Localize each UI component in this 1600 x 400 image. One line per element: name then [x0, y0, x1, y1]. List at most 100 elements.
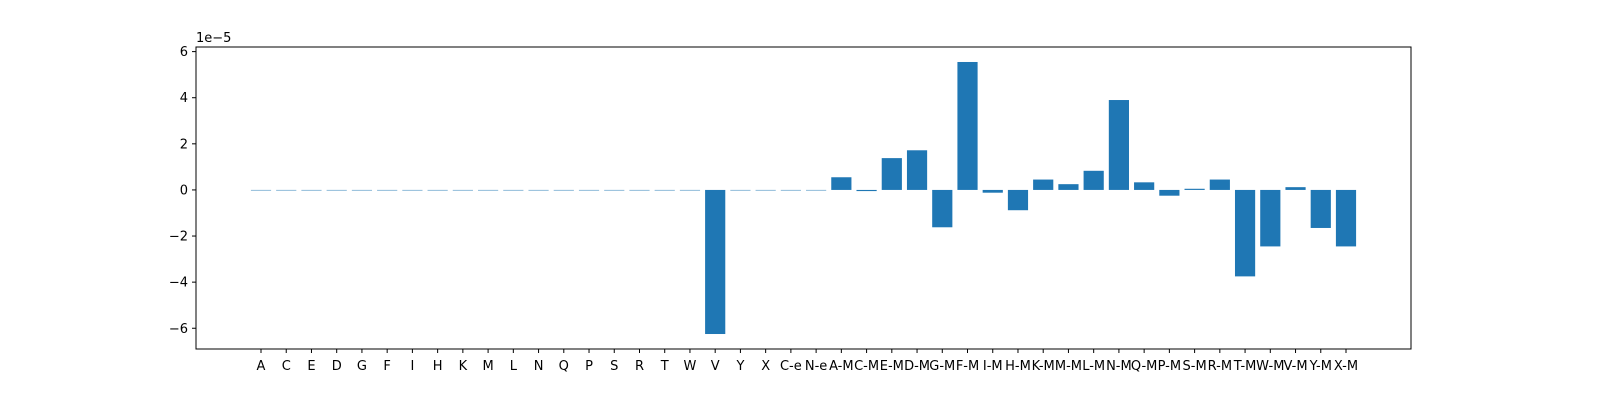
- bar-E: [301, 189, 322, 191]
- x-tick-label: V-M: [1284, 359, 1308, 374]
- bar-M-M: [1058, 184, 1079, 190]
- bar-T-M: [1234, 189, 1256, 277]
- bar-G: [351, 189, 373, 191]
- x-tick-label: A: [257, 359, 266, 374]
- y-axis-offset-label: 1e−5: [196, 31, 231, 46]
- bar-D-M: [906, 150, 928, 190]
- x-tick-label: T-M: [1233, 359, 1257, 374]
- x-tick-label: N-e: [805, 359, 827, 374]
- bar-D: [326, 189, 347, 191]
- bar-L: [503, 189, 524, 191]
- x-tick-label: C: [282, 359, 291, 374]
- x-tick-label: R-M: [1208, 359, 1232, 374]
- bar-I: [402, 189, 423, 191]
- x-tick-label: A-M: [829, 359, 854, 374]
- bar-S-M: [1184, 188, 1205, 190]
- x-axis-ticks: A C E D G F I H K M L N Q P S R T W V Y X C-e N-e A-M C-M E-M D-M G…: [257, 349, 1358, 374]
- bar-A: [250, 189, 272, 191]
- x-tick-label: M: [482, 359, 493, 374]
- x-tick-label: X: [761, 359, 770, 374]
- y-axis-ticks: −6 −4 −2 0 2 4 6: [169, 45, 196, 337]
- x-tick-label: D-M: [904, 359, 930, 374]
- y-tick-label: 4: [180, 91, 188, 106]
- bar-S: [604, 189, 625, 191]
- bar-C: [276, 189, 297, 191]
- x-tick-label: G: [357, 359, 367, 374]
- bar-C-M: [856, 189, 877, 192]
- bar-P-M: [1159, 189, 1180, 196]
- y-tick-label: 0: [180, 183, 188, 198]
- bar-Q: [553, 189, 574, 191]
- x-tick-label: M-M: [1055, 359, 1082, 374]
- x-tick-label: D: [332, 359, 342, 374]
- y-tick-label: 6: [180, 45, 188, 60]
- x-tick-label: K: [459, 359, 468, 374]
- x-tick-label: F: [383, 359, 390, 374]
- x-tick-label: R: [635, 359, 644, 374]
- x-tick-label: I: [410, 359, 414, 374]
- x-tick-label: P-M: [1158, 359, 1181, 374]
- bar-N-M: [1108, 100, 1129, 190]
- x-tick-label: H-M: [1005, 359, 1031, 374]
- x-tick-label: W: [684, 359, 697, 374]
- bar-V: [705, 189, 726, 335]
- bar-G-M: [932, 189, 953, 228]
- x-tick-label: Y-M: [1309, 359, 1332, 374]
- bar-M: [478, 189, 499, 191]
- bar-N-e: [806, 189, 827, 191]
- bar-P: [578, 189, 600, 191]
- x-tick-label: K-M: [1032, 359, 1055, 374]
- x-tick-label: Q: [559, 359, 569, 374]
- bar-H-M: [1007, 189, 1029, 211]
- bar-V-M: [1285, 187, 1306, 190]
- x-tick-label: F-M: [956, 359, 979, 374]
- x-tick-label: V: [711, 359, 720, 374]
- bar-T: [654, 189, 675, 191]
- y-tick-label: −4: [169, 276, 188, 291]
- bars-group: [250, 61, 1357, 335]
- x-tick-label: N: [534, 359, 544, 374]
- y-tick-label: −2: [169, 230, 188, 245]
- plot-frame: [195, 46, 1412, 350]
- x-tick-label: Q-M: [1131, 359, 1158, 374]
- bar-Y-M: [1310, 189, 1331, 228]
- x-tick-label: Y: [735, 359, 744, 374]
- x-tick-label: G-M: [929, 359, 955, 374]
- x-tick-label: S: [610, 359, 618, 374]
- x-tick-label: X-M: [1334, 359, 1358, 374]
- bar-R-M: [1209, 179, 1230, 190]
- x-tick-label: W-M: [1256, 359, 1284, 374]
- x-tick-label: I-M: [983, 359, 1003, 374]
- bar-C-e: [780, 189, 801, 191]
- bar-K: [452, 189, 473, 191]
- bar-W-M: [1260, 189, 1281, 247]
- bar-Y: [730, 189, 751, 191]
- x-tick-label: N-M: [1106, 359, 1132, 374]
- bar-A-M: [831, 177, 852, 190]
- y-tick-label: −6: [169, 322, 188, 337]
- x-tick-label: E: [307, 359, 315, 374]
- bar-F-M: [957, 61, 978, 190]
- bar-Q-M: [1134, 182, 1155, 190]
- x-tick-label: P: [585, 359, 593, 374]
- x-tick-label: S-M: [1183, 359, 1207, 374]
- x-tick-label: C-M: [854, 359, 879, 374]
- bar-F: [377, 189, 398, 191]
- bar-X-M: [1335, 189, 1357, 247]
- bar-X: [755, 189, 776, 191]
- x-tick-label: H: [433, 359, 443, 374]
- bar-R: [629, 189, 650, 191]
- bar-I-M: [982, 189, 1003, 193]
- bar-K-M: [1033, 179, 1054, 190]
- x-tick-label: C-e: [780, 359, 802, 374]
- x-tick-label: E-M: [880, 359, 904, 374]
- bar-E-M: [881, 158, 902, 190]
- y-tick-label: 2: [180, 137, 188, 152]
- bar-N: [528, 189, 549, 191]
- x-tick-label: L: [510, 359, 518, 374]
- bar-L-M: [1083, 170, 1104, 190]
- bar-W: [679, 189, 701, 191]
- bar-H: [427, 189, 448, 191]
- x-tick-label: T: [660, 359, 669, 374]
